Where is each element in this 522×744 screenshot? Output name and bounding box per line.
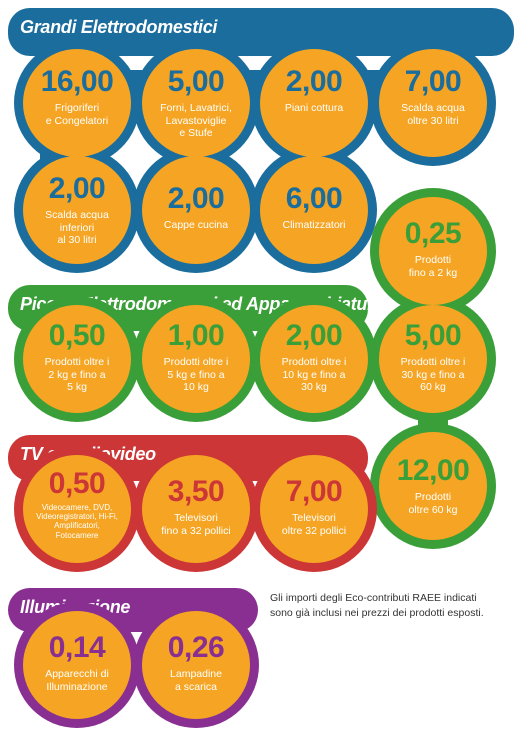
item-label: Prodotti oltre i 2 kg e fino a 5 kg	[44, 356, 110, 394]
item-value: 7,00	[285, 475, 343, 508]
item-value: 6,00	[285, 182, 343, 215]
item-value: 1,00	[167, 319, 225, 352]
prodotti-2-5kg-item: 0,50 Prodotti oltre i 2 kg e fino a 5 kg	[23, 305, 131, 413]
prodotti-5-10kg-item: 1,00 Prodotti oltre i 5 kg e fino a 10 k…	[142, 305, 250, 413]
item-label: Televisori fino a 32 pollici	[161, 512, 231, 537]
item-value: 12,00	[396, 454, 470, 487]
item-label: Prodotti fino a 2 kg	[408, 254, 458, 279]
item-label: Prodotti oltre 60 kg	[408, 491, 458, 516]
item-value: 2,00	[285, 65, 343, 98]
item-label: Cappe cucina	[163, 219, 229, 231]
item-value: 0,50	[48, 319, 106, 352]
item-label: Prodotti oltre i 30 kg e fino a 60 kg	[400, 356, 466, 394]
grandi-title: Grandi Elettrodomestici	[20, 17, 218, 37]
cappe-cucina-item: 2,00 Cappe cucina	[142, 156, 250, 264]
item-value: 5,00	[167, 65, 225, 98]
scalda-acqua-oltre-item: 7,00 Scalda acqua oltre 30 litri	[379, 49, 487, 157]
item-label: Prodotti oltre i 10 kg e fino a 30 kg	[281, 356, 347, 394]
item-label: Videocamere, DVD, Videoregistratori, Hi-…	[36, 503, 118, 540]
prodotti-10-30kg-item: 2,00 Prodotti oltre i 10 kg e fino a 30 …	[260, 305, 368, 413]
piani-cottura-item: 2,00 Piani cottura	[260, 49, 368, 157]
scalda-acqua-inferiori-item: 2,00 Scalda acqua inferiori al 30 litri	[23, 156, 131, 264]
apparecchi-illuminazione-item: 0,14 Apparecchi di Illuminazione	[23, 611, 131, 719]
item-label: Lampadine a scarica	[170, 668, 222, 693]
prodotti-30-60kg-item: 5,00 Prodotti oltre i 30 kg e fino a 60 …	[379, 305, 487, 413]
item-label: Climatizzatori	[282, 219, 346, 231]
item-value: 3,50	[167, 475, 225, 508]
footnote-text: Gli importi degli Eco-contributi RAEE in…	[270, 592, 484, 620]
item-label: Frigoriferi e Congelatori	[45, 102, 109, 127]
item-label: Scalda acqua oltre 30 litri	[401, 102, 465, 127]
item-value: 0,14	[48, 631, 106, 664]
televisori-oltre-32-item: 7,00 Televisori oltre 32 pollici	[260, 455, 368, 563]
prodotti-fino-2kg-item: 0,25 Prodotti fino a 2 kg	[379, 197, 487, 305]
videocamere-item: 0,50 Videocamere, DVD, Videoregistratori…	[23, 455, 131, 563]
lampadine-scarica-item: 0,26 Lampadine a scarica	[142, 611, 250, 719]
item-value: 0,25	[404, 217, 462, 250]
item-value: 16,00	[40, 65, 114, 98]
item-label: Scalda acqua inferiori al 30 litri	[45, 209, 109, 247]
item-label: Piani cottura	[284, 102, 344, 114]
item-value: 5,00	[404, 319, 462, 352]
item-value: 7,00	[404, 65, 462, 98]
item-value: 0,50	[48, 467, 106, 500]
item-value: 2,00	[48, 172, 106, 205]
item-value: 2,00	[167, 182, 225, 215]
item-label: Televisori oltre 32 pollici	[281, 512, 347, 537]
item-label: Prodotti oltre i 5 kg e fino a 10 kg	[163, 356, 229, 394]
climatizzatori-item: 6,00 Climatizzatori	[260, 156, 368, 264]
item-value: 0,26	[167, 631, 225, 664]
item-label: Apparecchi di Illuminazione	[45, 668, 109, 693]
forni-item: 5,00 Forni, Lavatrici, Lavastoviglie e S…	[142, 49, 250, 157]
item-label: Forni, Lavatrici, Lavastoviglie e Stufe	[160, 102, 232, 140]
item-value: 2,00	[285, 319, 343, 352]
frigoriferi-item: 16,00 Frigoriferi e Congelatori	[23, 49, 131, 157]
prodotti-oltre-60kg-item: 12,00 Prodotti oltre 60 kg	[379, 432, 487, 540]
televisori-fino-32-item: 3,50 Televisori fino a 32 pollici	[142, 455, 250, 563]
